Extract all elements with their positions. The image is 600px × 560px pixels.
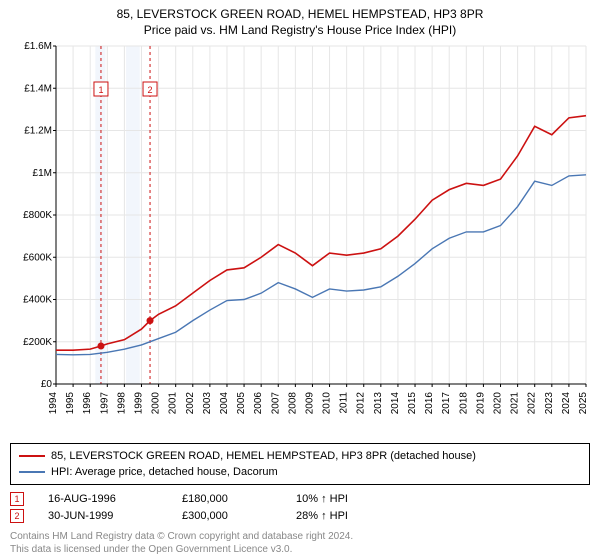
svg-text:£400K: £400K [23,295,52,306]
svg-text:2006: 2006 [253,392,264,415]
svg-text:1996: 1996 [82,392,93,415]
svg-text:2018: 2018 [458,392,469,415]
legend-swatch [19,471,45,473]
svg-text:1: 1 [98,85,103,95]
svg-text:2012: 2012 [356,392,367,415]
price-chart: £0 £200K £400K £600K £800K £1M £1.2M £1.4M £1.6M… [10,42,590,437]
sale-row: 1 16-AUG-1996 £180,000 10% ↑ HPI [10,492,590,506]
svg-text:2025: 2025 [578,392,589,415]
sale-marker-icon: 2 [10,509,24,523]
svg-text:2020: 2020 [493,392,504,415]
svg-text:2023: 2023 [544,392,555,415]
footer-line2: This data is licensed under the Open Gov… [10,543,590,556]
svg-text:2024: 2024 [561,392,572,415]
svg-text:2000: 2000 [151,392,162,415]
svg-text:2011: 2011 [339,392,350,414]
svg-text:2: 2 [148,85,153,95]
svg-text:1997: 1997 [99,392,110,415]
svg-text:2007: 2007 [270,392,281,415]
footer-line1: Contains HM Land Registry data © Crown c… [10,530,590,543]
sale-price: £180,000 [182,493,272,505]
svg-text:2003: 2003 [202,392,213,415]
svg-text:£0: £0 [41,379,53,390]
sale-date: 30-JUN-1999 [48,510,158,522]
svg-text:£200K: £200K [23,337,52,348]
title-line1: 85, LEVERSTOCK GREEN ROAD, HEMEL HEMPSTE… [10,6,590,22]
sale-date: 16-AUG-1996 [48,493,158,505]
svg-text:£1.2M: £1.2M [24,126,52,137]
chart-titles: 85, LEVERSTOCK GREEN ROAD, HEMEL HEMPSTE… [10,6,590,38]
legend: 85, LEVERSTOCK GREEN ROAD, HEMEL HEMPSTE… [10,443,590,485]
legend-item: 85, LEVERSTOCK GREEN ROAD, HEMEL HEMPSTE… [19,448,581,464]
svg-text:£600K: £600K [23,253,52,264]
svg-text:2022: 2022 [527,392,538,415]
sale-price: £300,000 [182,510,272,522]
sale-delta: 28% ↑ HPI [296,510,348,522]
svg-text:1999: 1999 [133,392,144,415]
legend-label: 85, LEVERSTOCK GREEN ROAD, HEMEL HEMPSTE… [51,450,476,462]
svg-text:£1M: £1M [33,168,52,179]
sale-delta: 10% ↑ HPI [296,493,348,505]
svg-text:2004: 2004 [219,392,230,415]
svg-text:2017: 2017 [441,392,452,415]
legend-swatch [19,455,45,457]
svg-text:2009: 2009 [304,392,315,415]
svg-text:2002: 2002 [185,392,196,415]
svg-text:2021: 2021 [510,392,521,415]
svg-text:£800K: £800K [23,210,52,221]
svg-text:2008: 2008 [287,392,298,415]
svg-text:2016: 2016 [424,392,435,415]
svg-text:1995: 1995 [65,392,76,415]
sales-table: 1 16-AUG-1996 £180,000 10% ↑ HPI 2 30-JUN-199… [10,489,590,526]
sale-row: 2 30-JUN-1999 £300,000 28% ↑ HPI [10,509,590,523]
svg-text:2005: 2005 [236,392,247,415]
legend-label: HPI: Average price, detached house, Daco… [51,466,278,478]
svg-text:2014: 2014 [390,392,401,415]
svg-text:2001: 2001 [168,392,179,415]
svg-text:£1.6M: £1.6M [24,42,52,52]
sale-marker-icon: 1 [10,492,24,506]
svg-text:2013: 2013 [373,392,384,415]
svg-text:2010: 2010 [322,392,333,415]
svg-text:2015: 2015 [407,392,418,415]
svg-text:1994: 1994 [48,392,59,415]
svg-text:2019: 2019 [475,392,486,415]
svg-text:£1.4M: £1.4M [24,84,52,95]
legend-item: HPI: Average price, detached house, Daco… [19,464,581,480]
attribution-footer: Contains HM Land Registry data © Crown c… [10,530,590,556]
title-line2: Price paid vs. HM Land Registry's House … [10,22,590,38]
svg-text:1998: 1998 [116,392,127,415]
